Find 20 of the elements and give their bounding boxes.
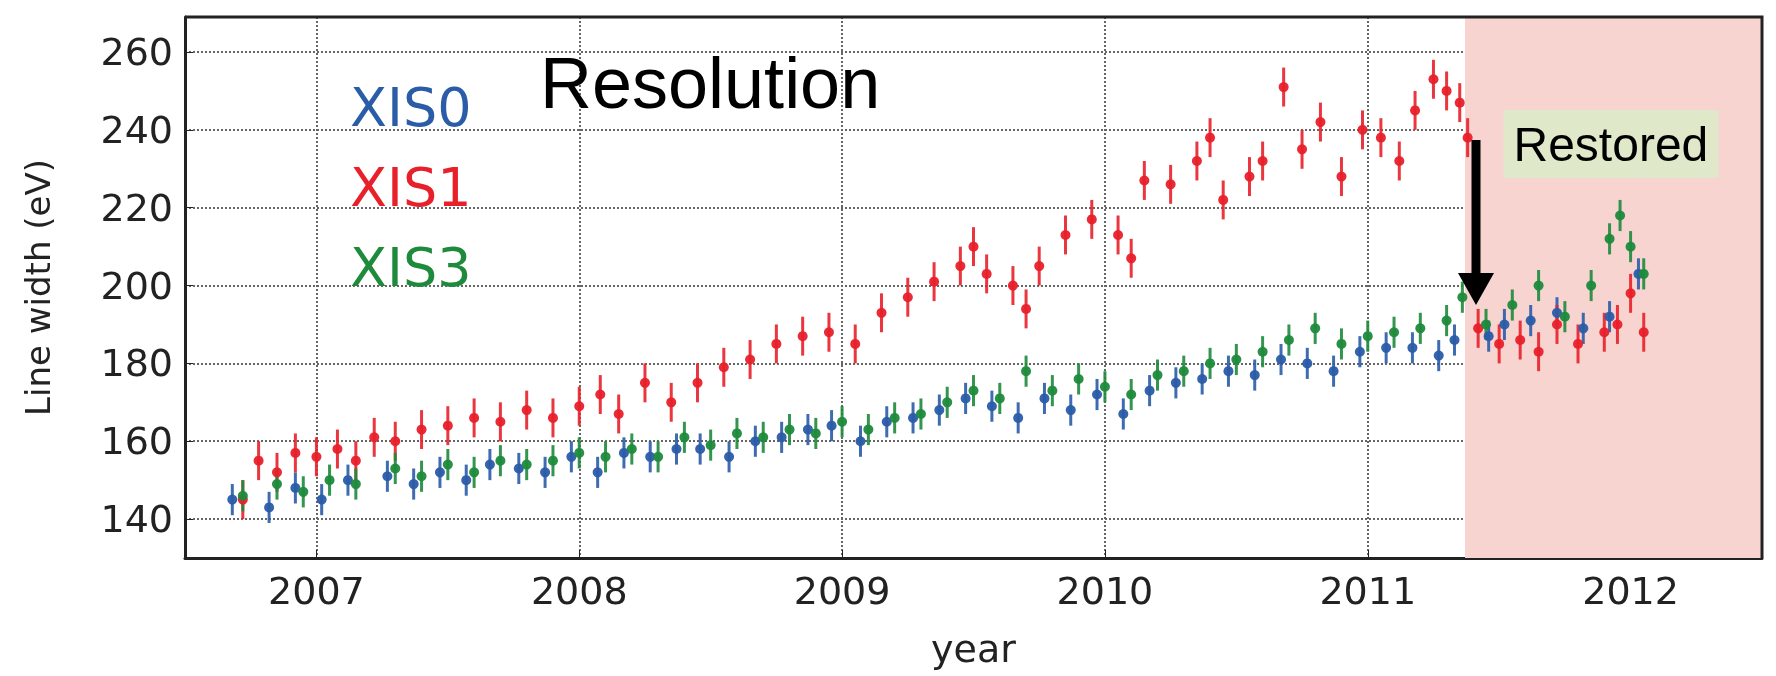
- x-tick-label: 2010: [1056, 569, 1154, 613]
- x-tick-label: 2009: [793, 569, 891, 613]
- y-tick-label: 220: [100, 185, 173, 230]
- text: XIS1: [350, 155, 472, 219]
- chart-title: Resolution: [540, 43, 881, 123]
- text: XIS3: [350, 235, 472, 299]
- y-tick-label: 140: [100, 497, 173, 542]
- text: XIS0: [350, 75, 472, 139]
- annotation: Restored: [1513, 117, 1709, 171]
- x-tick-label: 2008: [530, 569, 628, 613]
- y-tick-label: 240: [100, 107, 173, 152]
- x-tick-label: 2012: [1582, 569, 1679, 613]
- y-tick-label: 260: [100, 30, 173, 75]
- x-tick-label: 2007: [268, 569, 365, 613]
- y-axis-title: Line width (eV): [18, 159, 58, 416]
- y-tick-label: 160: [100, 419, 173, 464]
- x-axis-title: year: [931, 627, 1017, 671]
- y-tick-label: 200: [100, 263, 173, 308]
- x-tick-label: 2011: [1319, 569, 1417, 613]
- y-tick-label: 180: [100, 341, 173, 386]
